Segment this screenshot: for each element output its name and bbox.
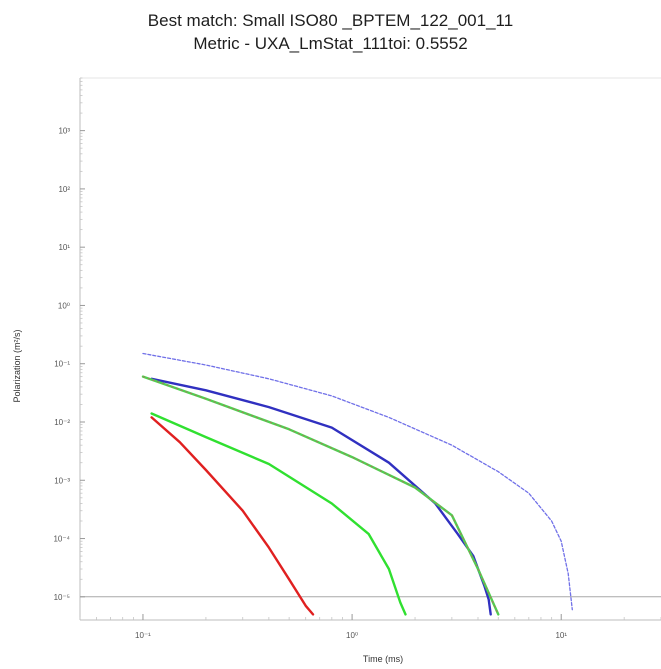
y-axis: 10⁻⁵ 10⁻⁴ 10⁻³ 10⁻² 10⁻¹ 10⁰ 10¹ 10² 10³: [53, 77, 85, 602]
y-tick-label: 10¹: [58, 243, 70, 252]
y-tick-label: 10⁻¹: [54, 360, 70, 369]
x-tick-label: 10¹: [555, 631, 567, 640]
x-axis: 10⁻¹ 10⁰ 10¹: [79, 614, 661, 640]
y-tick-label: 10⁻²: [54, 418, 70, 427]
y-tick-label: 10⁻⁵: [54, 593, 70, 602]
y-tick-label: 10⁰: [58, 301, 70, 310]
y-axis-label: Polarization (m²/s): [12, 329, 22, 402]
series-line-1: [142, 352, 573, 611]
y-tick-label: 10⁻³: [54, 476, 70, 485]
y-tick-label: 10²: [58, 185, 70, 194]
y-tick-label: 10⁻⁴: [53, 535, 70, 544]
x-tick-label: 10⁰: [346, 631, 358, 640]
series-line-5: [150, 416, 315, 616]
chart-subtitle: Metric - UXA_LmStat_111toi: 0.5552: [193, 34, 468, 53]
x-tick-label: 10⁻¹: [135, 631, 151, 640]
series-line-4: [150, 412, 407, 616]
plot-frame: [79, 77, 661, 621]
y-tick-label: 10³: [58, 127, 70, 136]
series-line-3-accent: [142, 376, 499, 615]
x-axis-label: Time (ms): [363, 654, 403, 664]
series-group: [141, 352, 573, 616]
chart-title: Best match: Small ISO80 _BPTEM_122_001_1…: [147, 11, 514, 30]
